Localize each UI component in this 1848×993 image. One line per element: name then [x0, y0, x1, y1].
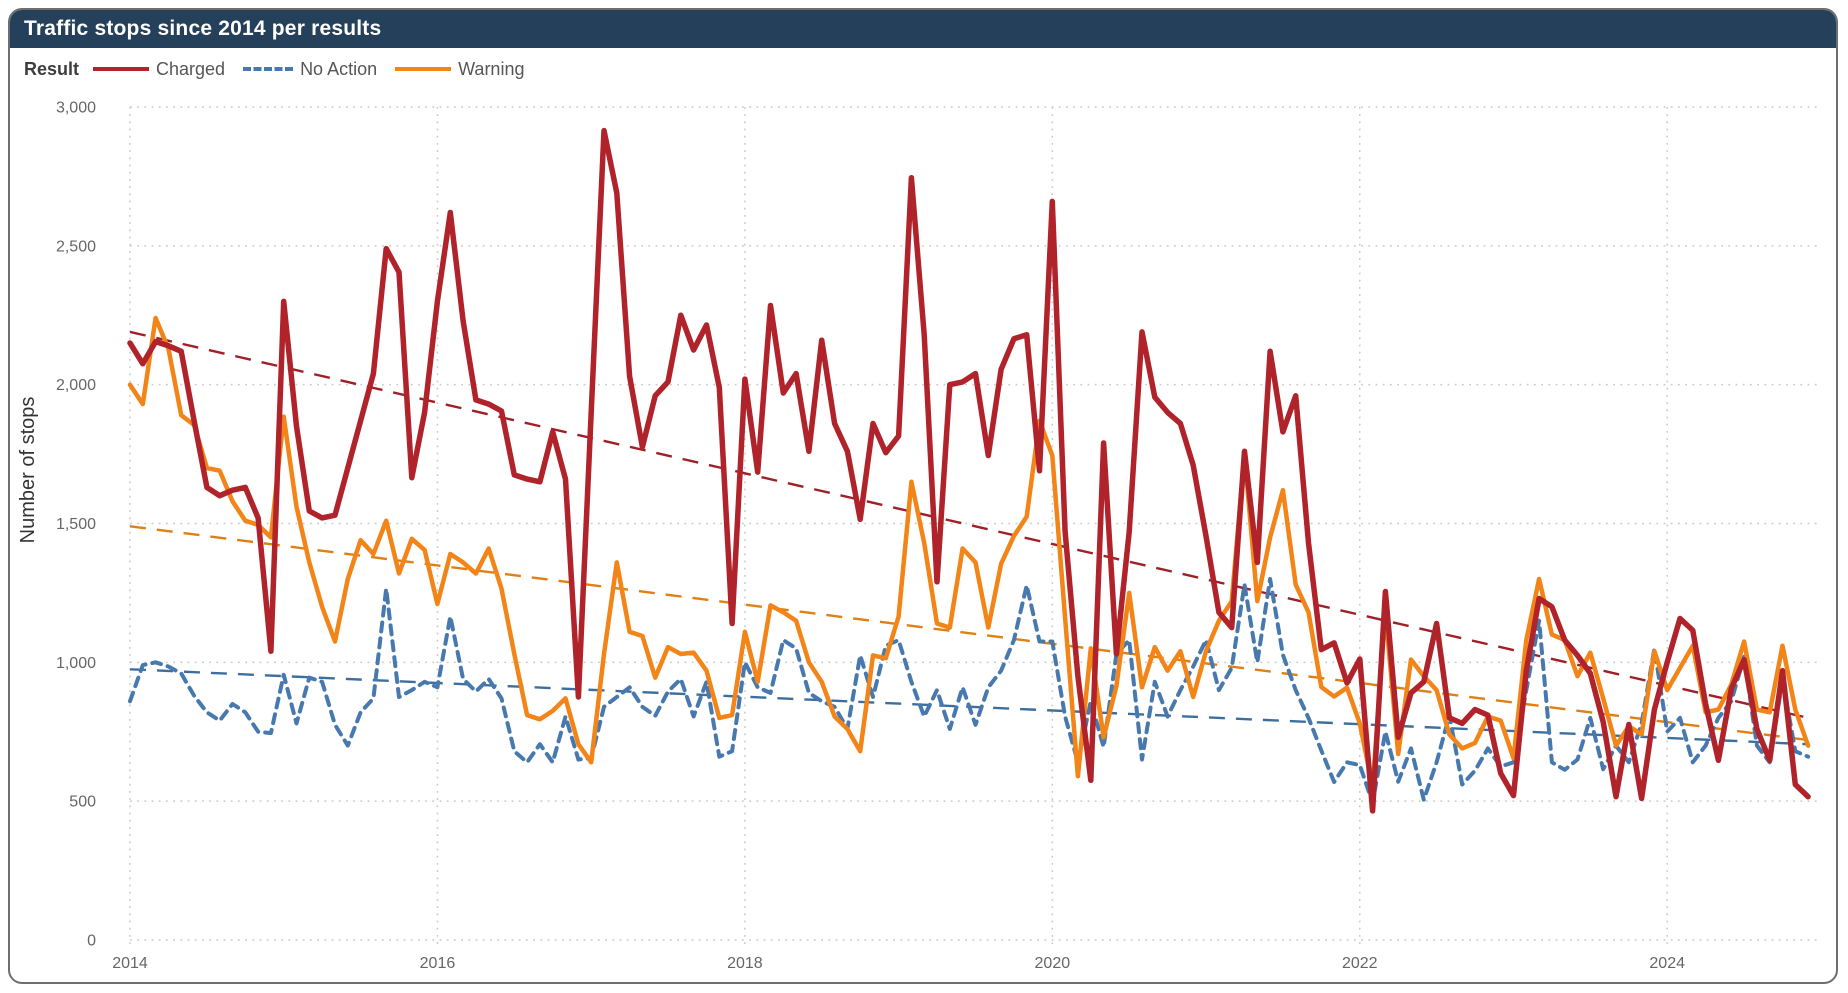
legend-title: Result: [24, 58, 80, 79]
x-tick-label: 2024: [1649, 955, 1685, 972]
x-tick-label: 2014: [112, 955, 148, 972]
chart-title-bar: Traffic stops since 2014 per results: [10, 10, 1836, 48]
legend-label: Warning: [458, 58, 525, 79]
y-tick-label: 500: [69, 794, 96, 811]
series-line-warning: [127, 315, 1811, 790]
trend-line-warning: [129, 525, 1809, 742]
legend: Result Charged No Action Warning: [10, 54, 542, 84]
series-line-charged: [127, 127, 1811, 814]
chart-title: Traffic stops since 2014 per results: [24, 17, 382, 40]
legend-swatch-no-action: [243, 67, 294, 71]
legend-swatch-charged: [93, 67, 150, 71]
x-tick-label: 2022: [1342, 955, 1378, 972]
y-tick-label: 1,500: [56, 516, 96, 533]
x-tick-label: 2016: [420, 955, 456, 972]
legend-item-warning[interactable]: Warning: [395, 59, 524, 80]
y-tick-label: 2,500: [56, 238, 96, 255]
x-tick-label: 2018: [727, 955, 763, 972]
legend-label: Charged: [156, 58, 226, 79]
y-tick-label: 2,000: [56, 377, 96, 394]
legend-item-charged[interactable]: Charged: [93, 59, 225, 80]
legend-label: No Action: [300, 58, 378, 79]
chart-card: Traffic stops since 2014 per results Res…: [8, 8, 1838, 984]
legend-swatch-warning: [395, 67, 452, 71]
y-tick-label: 0: [87, 933, 96, 950]
trend-line-charged: [129, 330, 1809, 720]
y-tick-label: 3,000: [56, 99, 96, 116]
series-line-no-action: [128, 577, 1811, 805]
legend-item-no-action[interactable]: No Action: [243, 59, 377, 80]
y-axis-title: Number of stops: [17, 397, 39, 544]
x-tick-label: 2020: [1035, 955, 1071, 972]
y-tick-label: 1,000: [56, 655, 96, 672]
